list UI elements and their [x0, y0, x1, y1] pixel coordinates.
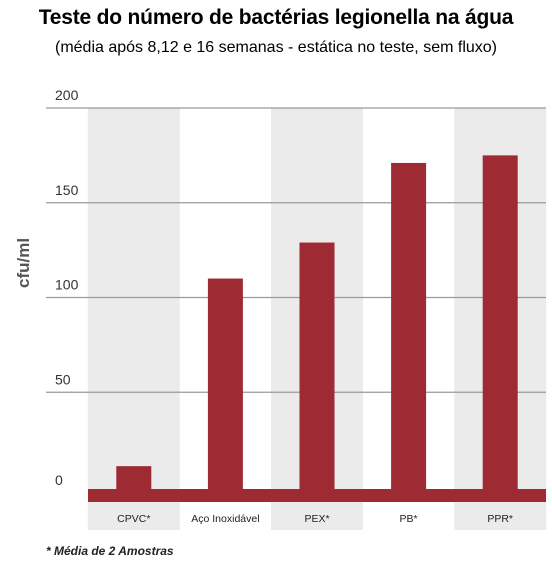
baseline: [88, 489, 546, 502]
bar: [299, 242, 335, 489]
y-tick-label: 0: [55, 472, 63, 488]
x-tick-label: CPVC*: [117, 513, 150, 525]
x-tick-label: PPR*: [487, 513, 513, 525]
bar: [391, 162, 427, 489]
y-tick-label: 50: [55, 371, 71, 387]
chart-subtitle: (média após 8,12 e 16 semanas - estática…: [54, 39, 497, 56]
background-band: [87, 108, 180, 530]
x-tick-label: PB*: [400, 513, 418, 525]
y-tick-label: 150: [55, 182, 79, 198]
footnote: * Média de 2 Amostras: [46, 544, 174, 558]
x-tick-label: PEX*: [304, 513, 329, 525]
bar: [207, 278, 243, 489]
y-axis-label: cfu/ml: [14, 237, 33, 288]
x-tick-label: Aço Inoxidável: [191, 513, 259, 525]
bar: [482, 155, 518, 489]
chart-title: Teste do número de bactérias legionella …: [38, 6, 514, 29]
y-tick-label: 200: [55, 87, 79, 103]
bar: [116, 466, 152, 489]
y-tick-label: 100: [55, 277, 79, 293]
